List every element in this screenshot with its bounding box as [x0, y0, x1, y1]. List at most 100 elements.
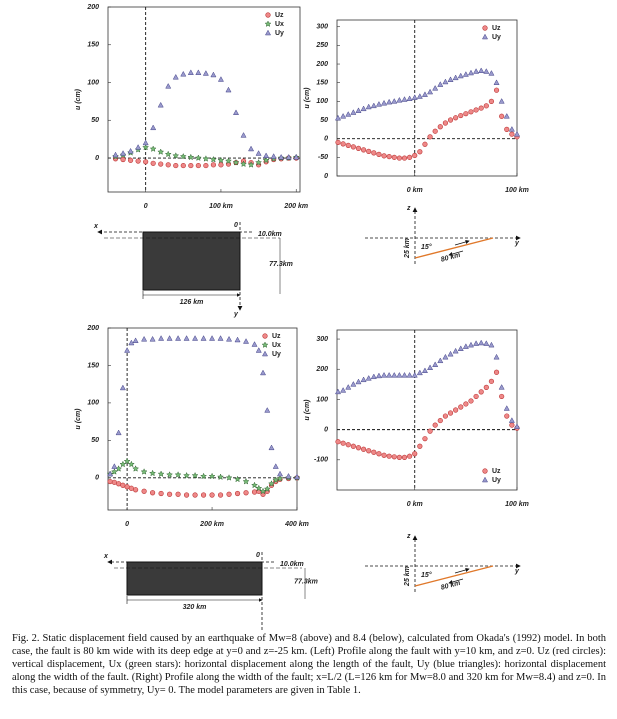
- marker-triangle: [375, 372, 382, 379]
- marker-triangle: [513, 423, 521, 429]
- marker-star: [194, 154, 202, 161]
- marker-triangle: [452, 347, 459, 354]
- marker-triangle: [127, 147, 134, 154]
- marker-triangle: [478, 67, 485, 74]
- marker-circle: [386, 453, 392, 459]
- marker-star: [157, 470, 165, 478]
- marker-star: [259, 487, 267, 495]
- marker-triangle: [401, 96, 408, 102]
- marker-circle: [499, 113, 505, 119]
- legend-marker: [482, 468, 488, 474]
- marker-circle: [133, 487, 139, 493]
- legend-label: Uy: [272, 351, 281, 358]
- marker-star: [191, 471, 199, 479]
- x-tick-label: 0 km: [407, 187, 423, 194]
- marker-triangle: [360, 376, 367, 383]
- y-tick-label: 200: [86, 4, 99, 11]
- marker-star: [251, 481, 259, 489]
- legend-label: Uz: [492, 468, 501, 475]
- legend-marker: [261, 350, 269, 357]
- marker-circle: [188, 162, 194, 169]
- fault-block: [142, 231, 241, 291]
- marker-circle: [371, 150, 377, 156]
- marker-circle: [360, 446, 367, 452]
- marker-circle: [412, 152, 418, 159]
- plot-frame: [336, 329, 518, 491]
- marker-star: [225, 474, 233, 481]
- marker-triangle: [340, 387, 347, 393]
- marker-circle: [407, 154, 413, 160]
- marker-triangle: [225, 86, 232, 93]
- y-tick-label: 50: [91, 437, 99, 444]
- marker-circle: [366, 148, 372, 154]
- marker-triangle: [135, 144, 142, 150]
- marker-triangle: [478, 339, 485, 346]
- marker-star: [132, 465, 140, 472]
- y-axis-label: u (cm): [75, 408, 82, 430]
- marker-triangle: [493, 79, 500, 85]
- marker-triangle: [293, 473, 301, 480]
- diagram-label: 25 km: [404, 238, 411, 259]
- marker-triangle: [370, 373, 377, 380]
- marker-triangle: [355, 378, 362, 385]
- x-tick-label: 0: [144, 203, 148, 210]
- marker-triangle: [462, 71, 469, 77]
- marker-triangle: [166, 335, 173, 341]
- marker-star: [242, 477, 250, 485]
- marker-triangle: [278, 153, 285, 160]
- marker-triangle: [192, 335, 199, 341]
- marker-circle: [165, 162, 171, 168]
- y-tick-label: 0: [95, 475, 99, 482]
- marker-star: [166, 471, 174, 478]
- legend-marker: [264, 20, 272, 27]
- diagram-label: 77.3km: [269, 261, 293, 268]
- marker-triangle: [132, 337, 139, 343]
- marker-triangle: [427, 364, 434, 370]
- marker-circle: [447, 117, 454, 123]
- y-axis-label: u (cm): [304, 399, 311, 421]
- marker-circle: [432, 422, 438, 428]
- marker-triangle: [457, 72, 464, 79]
- marker-triangle: [111, 463, 118, 469]
- marker-triangle: [124, 347, 131, 353]
- marker-circle: [499, 393, 505, 400]
- marker-triangle: [115, 429, 122, 436]
- y-tick-label: 200: [86, 325, 99, 332]
- marker-triangle: [107, 470, 114, 477]
- marker-circle: [180, 162, 186, 169]
- marker-triangle: [268, 444, 275, 451]
- fault-plane: [414, 565, 494, 587]
- marker-triangle: [401, 371, 408, 378]
- marker-triangle: [386, 98, 393, 105]
- y-tick-label: 0: [95, 155, 99, 162]
- marker-triangle: [360, 105, 367, 112]
- marker-circle: [345, 142, 351, 148]
- fault-block: [126, 561, 263, 596]
- y-tick-label: 150: [87, 362, 99, 369]
- legend-label: Uz: [272, 333, 281, 340]
- y-tick-label: 0: [324, 173, 328, 180]
- marker-triangle: [272, 463, 279, 469]
- slip-arrow: [454, 567, 470, 574]
- marker-circle: [355, 445, 362, 451]
- marker-circle: [478, 389, 484, 395]
- marker-circle: [335, 439, 341, 445]
- diagram-label: x: [93, 223, 99, 230]
- caption: Fig. 2. Static displacement field caused…: [12, 633, 606, 696]
- legend-label: Uy: [492, 477, 501, 484]
- marker-triangle: [172, 73, 179, 80]
- marker-triangle: [226, 335, 233, 342]
- marker-circle: [175, 491, 181, 497]
- marker-triangle: [270, 153, 277, 159]
- diagram-label: y: [514, 568, 520, 575]
- marker-circle: [401, 155, 408, 161]
- marker-triangle: [503, 405, 510, 411]
- marker-circle: [135, 158, 141, 164]
- marker-triangle: [209, 335, 216, 341]
- marker-circle: [335, 139, 341, 146]
- diagram-label: 0: [256, 552, 260, 559]
- marker-triangle: [340, 112, 347, 119]
- marker-star: [217, 473, 225, 481]
- legend-label: Ux: [275, 21, 284, 28]
